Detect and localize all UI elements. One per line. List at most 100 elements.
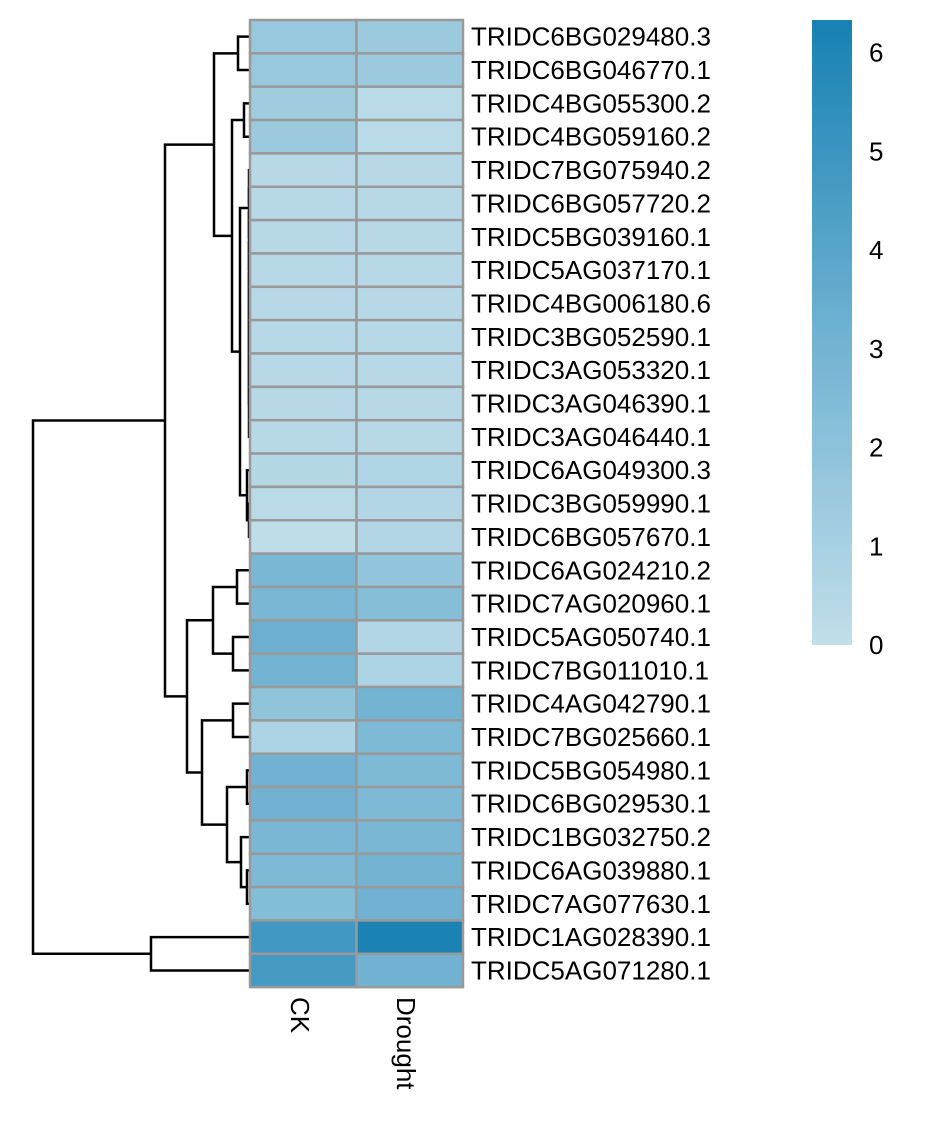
heatmap-cell (248, 685, 358, 722)
column-label-drought: Drought (391, 997, 421, 1090)
row-label: TRIDC3AG046440.1 (471, 422, 711, 452)
dendrogram-branch (212, 52, 238, 238)
row-label: TRIDC6AG049300.3 (471, 455, 711, 485)
dendrogram-branch (200, 719, 233, 826)
heatmap-cell (355, 352, 465, 389)
heatmap-cell (248, 819, 358, 856)
heatmap-cell (248, 385, 358, 422)
heatmap-cell (355, 285, 465, 322)
row-label: TRIDC6BG029480.3 (471, 22, 711, 52)
heatmap-cell (355, 952, 465, 989)
heatmap-cell (355, 452, 465, 489)
color-legend: 0 1 2 3 4 5 6 (812, 20, 883, 660)
heatmap-cell (355, 719, 465, 755)
dendrogram-branch (238, 206, 249, 497)
colorbar-tick-label: 4 (869, 235, 883, 265)
dendrogram-branch (149, 935, 250, 972)
heatmap-cell (248, 952, 358, 989)
row-label: TRIDC5BG054980.1 (471, 755, 711, 785)
row-label: TRIDC3AG046390.1 (471, 389, 711, 419)
heatmap-cell (248, 285, 358, 322)
heatmap-cell (355, 252, 465, 289)
heatmap-cell (248, 885, 358, 922)
heatmap-cell (355, 852, 465, 889)
row-dendrogram (31, 35, 251, 972)
colorbar-tick-label: 0 (869, 630, 883, 660)
row-label: TRIDC4BG059160.2 (471, 122, 711, 152)
heatmap-cell (355, 819, 465, 856)
heatmap-cell (248, 18, 358, 55)
dendrogram-branch (211, 585, 237, 655)
heatmap-cell (355, 619, 465, 655)
row-label: TRIDC5BG039160.1 (471, 222, 711, 252)
colorbar-tick-label: 2 (869, 433, 883, 463)
heatmap-cell (248, 52, 358, 88)
dendrogram-branch (185, 619, 213, 774)
heatmap-cell (248, 352, 358, 389)
heatmap-cell (355, 652, 465, 689)
row-label: TRIDC6AG039880.1 (471, 855, 711, 885)
colorbar (812, 20, 852, 645)
dendrogram-branch (235, 569, 250, 605)
column-labels: CK Drought (285, 997, 421, 1090)
row-label: TRIDC7AG020960.1 (471, 589, 711, 619)
row-label: TRIDC4BG055300.2 (471, 88, 711, 118)
heatmap-cell (355, 218, 465, 255)
heatmap-cell (248, 85, 358, 122)
heatmap-cell (355, 552, 465, 589)
dendrogram-branch (31, 419, 165, 956)
row-label: TRIDC6BG046770.1 (471, 55, 711, 85)
heatmap-cell (355, 519, 465, 555)
heatmap-cell (355, 52, 465, 88)
heatmap-cells (248, 18, 465, 989)
heatmap-cell (248, 118, 358, 155)
heatmap-cell (355, 919, 465, 956)
row-label: TRIDC6AG024210.2 (471, 555, 711, 585)
row-label: TRIDC5AG037170.1 (471, 255, 711, 285)
row-label: TRIDC7BG011010.1 (471, 655, 709, 685)
row-label: TRIDC4BG006180.6 (471, 288, 711, 318)
column-label-ck: CK (285, 997, 315, 1034)
row-label: TRIDC3BG059990.1 (471, 489, 711, 519)
row-labels: TRIDC6BG029480.3TRIDC6BG046770.1TRIDC4BG… (471, 22, 711, 986)
colorbar-tick-label: 1 (869, 531, 883, 561)
heatmap-cell (355, 585, 465, 622)
dendrogram-branch (225, 785, 247, 864)
heatmap-cell (355, 785, 465, 822)
row-label: TRIDC5AG050740.1 (471, 622, 711, 652)
dendrogram-branch (163, 143, 214, 698)
dendrogram-branch (239, 835, 250, 889)
row-label: TRIDC1BG032750.2 (471, 822, 711, 852)
heatmap-cell (248, 852, 358, 889)
heatmap-cell (248, 652, 358, 689)
heatmap-cell (355, 885, 465, 922)
heatmap-cell (248, 619, 358, 655)
heatmap-cell (248, 152, 358, 188)
heatmap-cell (355, 152, 465, 188)
dendrogram-branch (230, 118, 244, 353)
dendrogram-branch (242, 102, 250, 138)
heatmap-cell (355, 685, 465, 722)
heatmap-cell (355, 418, 465, 455)
heatmap-cell (248, 719, 358, 755)
heatmap-cell (355, 752, 465, 789)
row-label: TRIDC3BG052590.1 (471, 322, 711, 352)
heatmap-cell (355, 318, 465, 355)
colorbar-tick-label: 3 (869, 334, 883, 364)
heatmap-cell (248, 185, 358, 222)
heatmap-cell (248, 585, 358, 622)
dendrogram-branch (231, 635, 250, 672)
heatmap-cell (248, 218, 358, 255)
row-label: TRIDC7BG075940.2 (471, 155, 711, 185)
heatmap-cell (248, 452, 358, 489)
dendrogram-branch (231, 702, 250, 739)
heatmap-cell (248, 252, 358, 289)
colorbar-tick-label: 5 (869, 136, 883, 166)
heatmap-cell (248, 752, 358, 789)
heatmap-cell (355, 18, 465, 55)
heatmap-cell (248, 519, 358, 555)
row-label: TRIDC1AG028390.1 (471, 922, 711, 952)
heatmap-cell (355, 485, 465, 522)
row-label: TRIDC7BG025660.1 (471, 722, 711, 752)
